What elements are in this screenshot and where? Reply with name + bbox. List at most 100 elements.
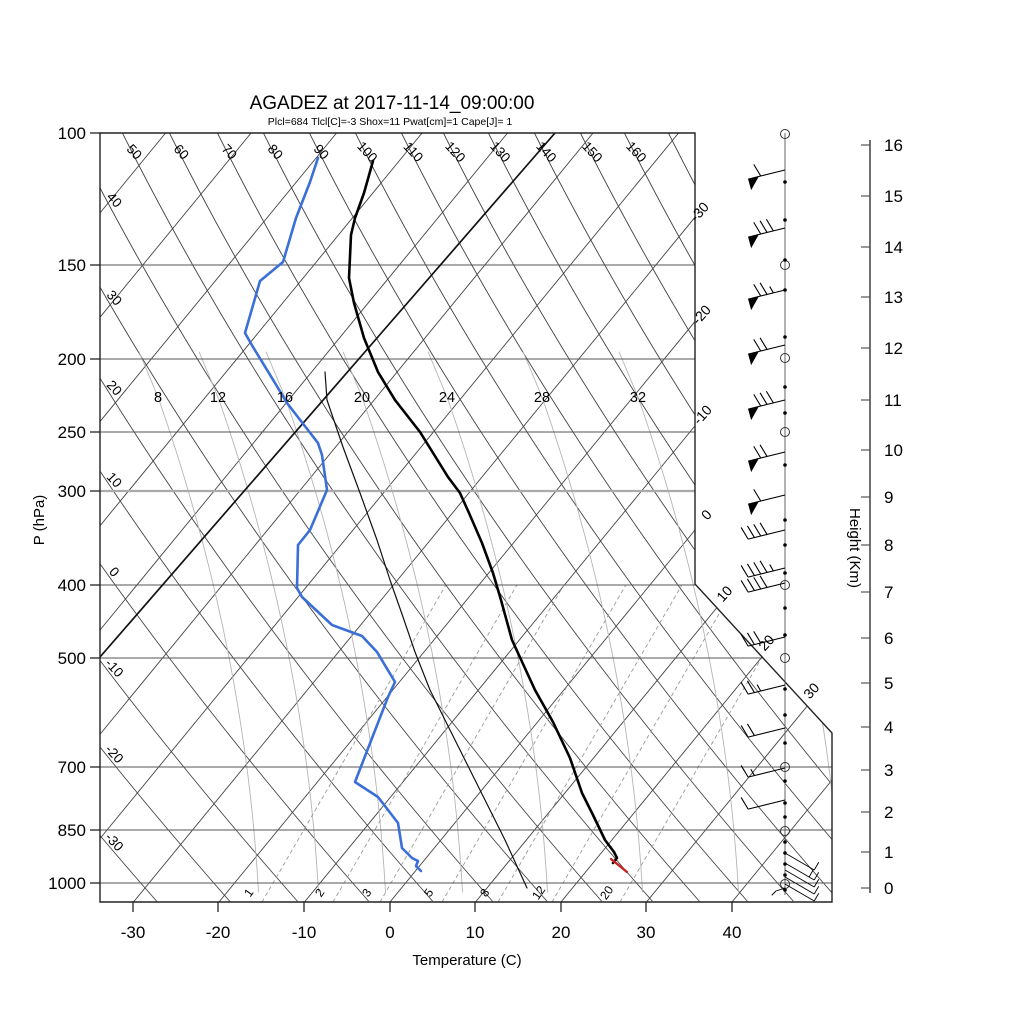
wind-barb-feather [753,631,762,644]
wind-barb-feather [746,578,755,591]
dry-adiabat-line [100,133,369,902]
wind-barb-feather [753,524,762,537]
wind-barb-surface [784,852,820,871]
height-tick-label: 10 [884,441,903,460]
parcel-curve [324,371,528,889]
dry-adiabat-line [100,133,433,902]
wind-barb-feather [759,444,768,457]
wind-barb-halffeather [769,564,774,572]
dry-adiabat-line [579,133,832,902]
moist-adiabat-label: 32 [630,390,646,406]
wind-barb-staff [748,494,786,505]
mixing-ratio-label: 3 [359,886,374,900]
wind-barb-pennant [748,234,759,249]
wind-barb-feather [753,394,762,407]
dry-adiabat-label: 30 [104,287,125,308]
wind-barb-feather [753,446,762,459]
moist-adiabat-line [138,351,259,893]
height-tick-label: 8 [884,536,893,555]
moist-adiabat-label: 8 [154,390,162,406]
height-tick-label: 5 [884,674,893,693]
wind-barb-pennant [748,501,759,516]
dry-adiabat-label: 50 [124,141,145,162]
wind-barb-feather [740,565,749,578]
wind-barb-feather [813,862,820,871]
isotherm-line [100,133,166,902]
wind-surface-hook [771,887,786,896]
temperature-tick-label: 40 [723,923,742,942]
dewpoint-curve [243,156,423,873]
wind-barb-feather [813,879,820,888]
moist-adiabat-label: 16 [277,390,293,406]
dry-adiabat-line [623,133,832,902]
wind-level-dot [783,840,787,844]
dry-adiabat-line [308,133,832,902]
wind-barb-feather [746,680,755,693]
isotherm-line [475,133,832,902]
isotherm-line [100,133,508,902]
wind-barb-feather [746,632,755,645]
moist-adiabat-line [265,351,386,893]
wind-barb-pennant [748,406,759,421]
wind-barb-feather [740,527,749,540]
wind-barb-feather [759,220,768,233]
height-tick-label: 9 [884,488,893,507]
wind-level-circle [780,129,790,139]
pressure-tick-label: 700 [58,758,86,777]
wind-barb-surface [784,869,820,888]
dry-adiabat-label: 40 [104,189,125,210]
moist-adiabat-label: 20 [354,390,370,406]
moist-adiabat-label: 12 [210,390,226,406]
isotherm-line [560,133,832,902]
wind-barb-staff [784,862,815,881]
wind-barb [740,560,786,578]
wind-barb-feather [813,886,820,895]
wind-barb [740,522,786,540]
wind-barb-surface [784,862,820,881]
pressure-tick-label: 1000 [48,874,86,893]
height-tick-label: 13 [884,288,903,307]
wind-barb-feather [759,560,768,573]
mixing-ratio-line [551,584,737,902]
wind-barb-feather [746,723,755,736]
wind-barb-staff [748,727,786,738]
wind-level-dot [783,258,787,262]
wind-level-circle [780,353,790,363]
isotherm-line [100,133,252,902]
mixing-ratio-line [497,584,683,902]
isotherm-label: -30 [687,199,713,225]
wind-level-dot [783,463,787,467]
wind-barb-feather [746,563,755,576]
wind-level-dot [783,779,787,783]
plot-frame [99,132,833,903]
height-tick-label: 4 [884,718,893,737]
pressure-tick-label: 250 [58,423,86,442]
wind-level-dot [783,741,787,745]
dry-adiabat-line [533,133,832,902]
mixing-ratio-label: 2 [312,886,327,900]
wind-barb-pennant [748,176,759,191]
dry-adiabat-line [442,133,832,902]
isotherm-line [100,133,423,902]
wind-barb-staff [784,869,815,888]
dry-adiabat-line [100,133,230,902]
dry-adiabat-line [711,133,832,902]
pressure-tick-label: 500 [58,649,86,668]
height-tick-label: 1 [884,843,893,862]
height-tick-label: 12 [884,339,903,358]
wind-barb-feather [753,489,762,502]
pressure-tick-label: 400 [58,576,86,595]
isotherm-label: 0 [698,506,715,523]
wind-level-circle [780,580,790,590]
isotherm-line [100,133,337,902]
wind-barb-feather [740,725,749,738]
wind-level-dot [783,888,787,892]
wind-barb-feather [753,562,762,575]
wind-barb-feather [813,872,820,881]
dry-adiabat-line [100,133,298,902]
height-tick-label: 11 [884,391,902,410]
isotherm-line [100,133,679,902]
wind-barb-feather [753,577,762,590]
wind-barb-pennant [748,351,759,366]
dry-adiabat-label: 80 [265,141,286,162]
